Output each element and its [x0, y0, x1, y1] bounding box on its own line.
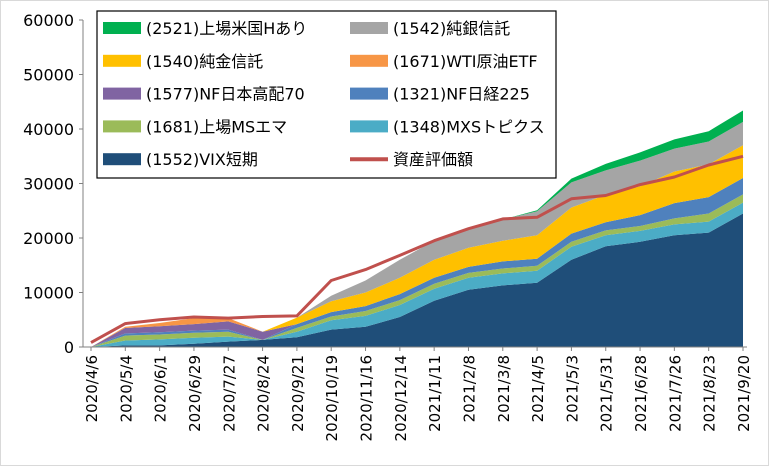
- x-tick-label: 2021/2/8: [461, 355, 479, 422]
- y-tick-label: 20000: [23, 229, 74, 248]
- y-tick-label: 30000: [23, 175, 74, 194]
- x-tick-label: 2021/5/3: [563, 355, 581, 422]
- x-tick-label: 2020/6/1: [152, 355, 170, 422]
- x-tick-label: 2020/7/27: [220, 355, 238, 432]
- legend-label: 資産評価額: [393, 150, 473, 169]
- x-tick-label: 2020/10/19: [323, 355, 341, 441]
- legend-swatch: [350, 87, 388, 100]
- x-axis-ticks: 2020/4/6 2020/5/4 2020/6/1 2020/6/29 2020/7/…: [83, 347, 753, 441]
- legend-label: (1542)純銀信託: [393, 19, 510, 38]
- area-1577NF日本高配70: [91, 178, 743, 347]
- legend-label: (1552)VIX短期: [146, 150, 258, 169]
- legend-label: (1681)上場MSエマ: [146, 117, 287, 136]
- legend-swatch: [103, 22, 141, 34]
- legend-label: (1671)WTI原油ETF: [393, 52, 538, 71]
- legend-swatch: [350, 120, 388, 133]
- legend-swatch: [350, 22, 388, 34]
- y-tick-label: 50000: [23, 66, 74, 85]
- y-tick-label: 40000: [23, 120, 74, 139]
- x-tick-label: 2020/6/29: [186, 355, 204, 432]
- legend-swatch: [103, 153, 141, 166]
- legend: (2521)上場米国Hあり (1542)純銀信託 (1540)純金信託 (1671)W…: [96, 10, 557, 179]
- legend-label: (1348)MXSトピクス: [393, 117, 545, 136]
- area-1552VIX短期: [91, 213, 743, 347]
- x-tick-label: 2020/8/24: [255, 355, 273, 432]
- x-tick-label: 2020/4/6: [83, 355, 101, 422]
- line-total-asset-value: [90, 154, 744, 344]
- x-tick-label: 2020/11/16: [358, 355, 376, 441]
- line-layer: [90, 154, 744, 344]
- legend-swatch: [103, 87, 141, 100]
- y-tick-label: 0: [64, 338, 74, 357]
- legend-label: (1321)NF日経225: [393, 85, 530, 104]
- x-tick-label: 2021/8/23: [701, 355, 719, 432]
- x-tick-label: 2021/5/31: [598, 355, 616, 432]
- x-tick-label: 2021/9/20: [735, 355, 753, 432]
- legend-swatch: [103, 54, 141, 67]
- y-axis-ticks: 0 10000 20000 30000 40000 50000 60000: [23, 11, 83, 357]
- x-tick-label: 2020/5/4: [117, 355, 135, 422]
- x-tick-label: 2021/7/26: [666, 355, 684, 432]
- x-tick-label: 2021/1/11: [426, 355, 444, 432]
- x-tick-label: 2020/12/14: [392, 355, 410, 441]
- y-tick-label: 10000: [23, 284, 74, 303]
- legend-label: (1540)純金信託: [146, 52, 263, 71]
- legend-label: (2521)上場米国Hあり: [146, 19, 307, 38]
- legend-swatch: [103, 120, 141, 133]
- legend-swatch: [350, 54, 388, 67]
- x-tick-label: 2021/3/8: [495, 355, 513, 422]
- x-tick-label: 2020/9/21: [289, 355, 307, 432]
- legend-label: (1577)NF日本高配70: [146, 85, 305, 104]
- y-tick-label: 60000: [23, 11, 74, 30]
- area-layer: [91, 110, 743, 348]
- x-tick-label: 2021/6/28: [632, 355, 650, 432]
- x-tick-label: 2021/4/5: [529, 355, 547, 422]
- legend-box: [96, 10, 557, 179]
